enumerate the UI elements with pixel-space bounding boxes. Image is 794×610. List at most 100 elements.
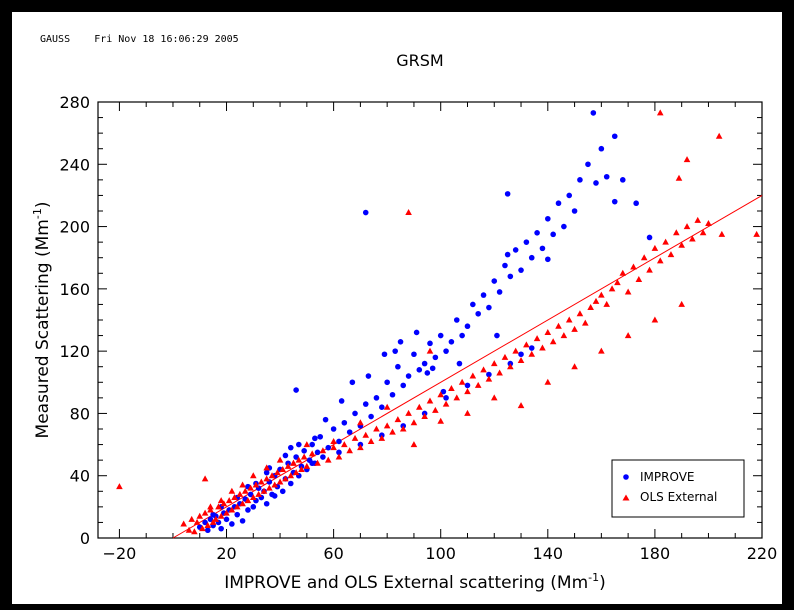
data-point-improve [207,516,214,523]
legend-marker-ols [622,494,630,501]
data-point-ols [675,174,683,181]
data-point-ols [469,372,477,379]
data-point-ols [199,525,206,532]
data-point-ols [528,350,536,357]
data-point-improve [550,231,556,238]
data-point-ols [619,269,627,276]
data-point-ols [255,490,262,497]
data-point-improve [330,426,337,432]
x-tick-label: 180 [640,544,671,563]
data-point-improve [437,332,444,339]
data-point-ols [204,522,212,529]
data-point-ols [191,528,198,535]
series-0 [196,110,653,534]
data-point-improve [336,438,342,445]
x-tick-label: 140 [533,544,564,563]
data-point-improve [250,504,257,510]
legend-marker-improve [623,474,629,480]
data-point-improve [528,254,535,261]
data-point-ols [651,316,659,323]
data-point-improve [440,388,447,395]
app-name: GAUSS [40,34,71,45]
data-point-ols [683,156,691,163]
legend-label-ols: OLS External [640,490,717,504]
data-point-improve [424,370,431,376]
data-point-improve [204,527,211,534]
data-point-ols [287,472,295,479]
data-point-ols [298,465,305,472]
x-tick-label: 220 [747,544,778,563]
data-point-ols [266,484,273,491]
data-point-ols [247,484,254,491]
y-tick-label: 200 [59,218,90,237]
data-point-improve [349,379,356,386]
data-point-ols [201,509,209,516]
data-point-improve [392,348,398,354]
data-point-ols [324,456,332,463]
data-point-ols [389,428,396,435]
data-point-ols [705,219,712,226]
y-tick-label: 40 [70,467,90,486]
data-point-ols [351,434,359,441]
data-point-ols [233,503,241,510]
data-point-ols [300,453,308,460]
data-point-ols [217,512,225,519]
data-point-improve [400,382,407,389]
data-point-improve [301,448,307,454]
data-point-ols [405,209,412,216]
data-point-ols [517,402,525,409]
data-point-improve [566,192,573,199]
data-point-ols [437,391,445,398]
data-point-ols [544,328,552,335]
data-point-ols [699,229,707,236]
data-point-ols [335,453,343,460]
data-point-ols [571,363,578,370]
plot-axes: −20 20 60 100 140 180 220 0 40 80 120 160 200 240 280 [59,93,777,563]
data-point-improve [464,323,471,330]
data-point-improve [223,516,230,523]
data-point-improve [427,340,433,347]
data-point-ols [215,503,222,510]
data-point-improve [317,433,324,440]
data-point-improve [486,371,492,378]
data-point-improve [539,245,546,252]
data-point-improve [293,454,299,460]
data-point-ols [367,437,375,444]
data-point-improve [320,454,326,460]
data-point-ols [196,512,204,519]
data-point-ols [268,472,276,479]
data-point-ols [485,375,493,382]
data-point-improve [504,191,511,197]
data-point-ols [453,394,461,401]
data-point-ols [399,425,407,432]
data-point-improve [494,332,500,339]
data-point-improve [577,177,583,183]
legend-box [611,459,745,518]
data-point-improve [480,292,487,298]
data-point-ols [228,487,236,494]
data-point-ols [217,497,225,504]
data-point-improve [486,304,492,311]
x-tick-label: 20 [216,544,236,563]
data-point-ols [656,109,664,116]
data-point-improve [397,339,404,345]
data-point-ols [474,381,482,388]
data-point-ols [295,456,303,463]
data-point-improve [279,488,286,495]
data-point-improve [475,310,481,317]
data-point-ols [223,509,230,516]
data-point-improve [470,301,476,308]
data-point-ols [284,462,292,469]
data-point-ols [678,300,685,307]
data-point-improve [389,391,396,398]
plot-header: GAUSS Fri Nov 18 16:06:29 2005 [40,34,239,45]
data-point-ols [448,385,455,392]
data-point-ols [651,244,659,251]
data-point-ols [426,347,434,354]
data-point-improve [448,339,455,345]
data-point-ols [357,419,364,426]
data-point-ols [614,279,621,286]
data-point-ols [212,515,220,522]
data-point-improve [443,395,449,401]
data-point-improve [346,429,353,435]
